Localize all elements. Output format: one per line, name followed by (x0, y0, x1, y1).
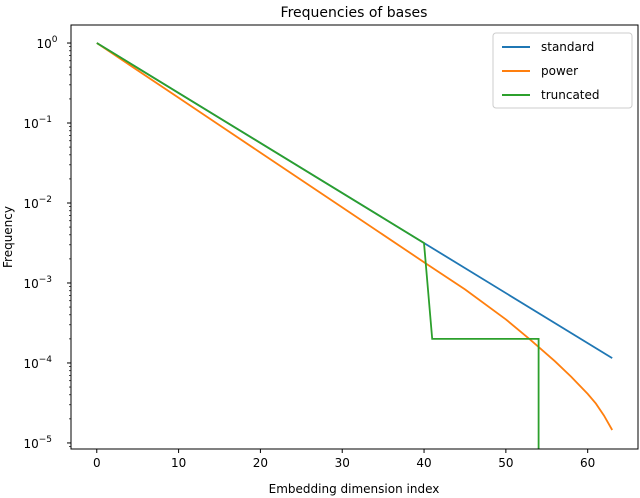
legend-label: truncated (541, 88, 600, 102)
y-tick-label: 10−2 (23, 195, 52, 211)
series-line-truncated (96, 42, 540, 449)
y-axis-label: Frequency (1, 206, 15, 268)
legend: standard power truncated (492, 32, 633, 109)
x-tick-label: 60 (580, 456, 595, 470)
x-tick-label: 30 (335, 456, 350, 470)
legend-box (492, 32, 633, 109)
y-tick-label: 10−5 (23, 435, 52, 451)
y-tick-label: 10−3 (23, 275, 52, 291)
y-tick-label: 10−4 (23, 355, 52, 371)
x-tick-label: 40 (416, 456, 431, 470)
y-tick-label: 10−1 (23, 115, 52, 131)
series-line-power (96, 42, 613, 431)
x-axis-label: Embedding dimension index (269, 482, 440, 496)
x-tick-label: 10 (171, 456, 186, 470)
legend-label: standard (541, 40, 594, 54)
x-tick-label: 20 (253, 456, 268, 470)
plot-frame (70, 24, 639, 450)
x-tick-label: 50 (498, 456, 513, 470)
legend-label: power (541, 64, 578, 78)
y-tick-label: 100 (36, 35, 57, 51)
chart-title: Frequencies of bases (281, 5, 428, 21)
x-tick-label: 0 (93, 456, 101, 470)
